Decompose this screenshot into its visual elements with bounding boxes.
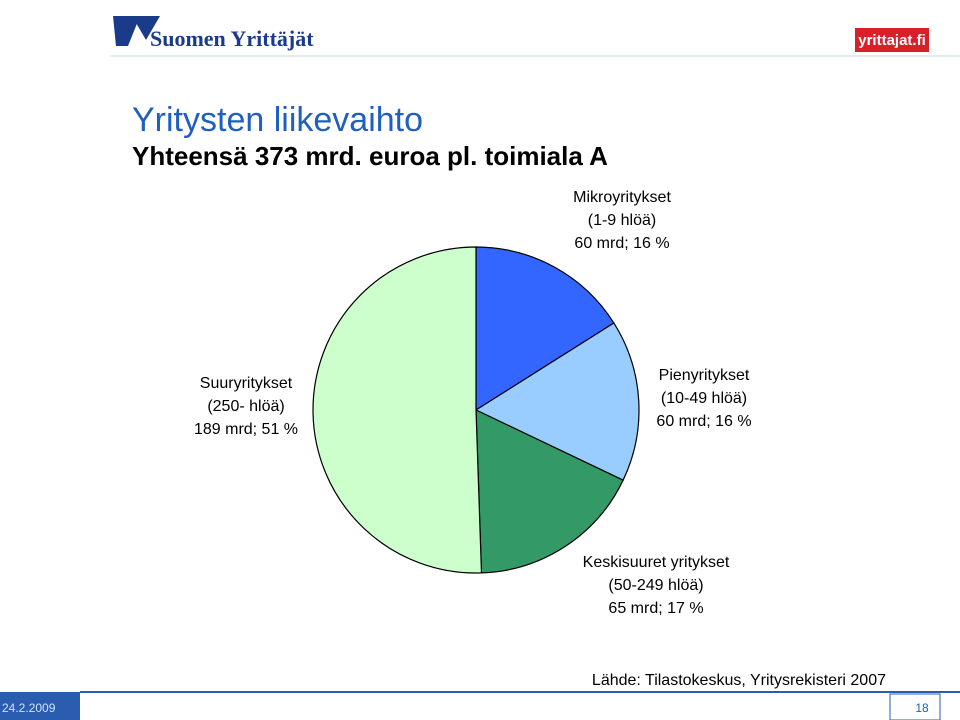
site-text: yrittajat.fi [858, 32, 926, 49]
site-badge [855, 28, 929, 52]
pie-slice [474, 322, 640, 481]
title: Yritysten liikevaihto [132, 101, 423, 139]
slice-sublabel: (10-49 hlöä) [661, 390, 747, 407]
slice-label: Keskisuuret yritykset [583, 554, 730, 571]
logo-mark [132, 16, 160, 40]
value-label: 60 mrd; 16 % [574, 235, 669, 252]
pie [312, 246, 640, 574]
slice-sublabel: (50-249 hlöä) [608, 577, 703, 594]
slice-label: Mikroyritykset [573, 189, 671, 206]
source: Lähde: Tilastokeskus, Yritysrekisteri 20… [592, 672, 886, 689]
slice-sublabel: (1-9 hlöä) [588, 212, 656, 229]
pie-slice [475, 409, 624, 574]
logo-mark [113, 16, 140, 46]
logo: Suomen Yrittäjät [113, 16, 314, 51]
slice-label: Suuryritykset [200, 375, 293, 392]
date: 24.2.2009 [2, 701, 56, 715]
page-number: 18 [915, 701, 929, 715]
pie-slice [312, 246, 483, 574]
value-label: 60 mrd; 16 % [656, 413, 751, 430]
date-box [0, 692, 80, 720]
value-label: 189 mrd; 51 % [194, 421, 298, 438]
subtitle: Yhteensä 373 mrd. euroa pl. toimiala A [132, 141, 608, 171]
slice-sublabel: (250- hlöä) [207, 398, 284, 415]
pie-slice [475, 246, 615, 412]
logo-text: Suomen Yrittäjät [150, 26, 314, 51]
page-box [889, 693, 941, 720]
value-label: 65 mrd; 17 % [608, 600, 703, 617]
slice-label: Pienyritykset [659, 367, 750, 384]
